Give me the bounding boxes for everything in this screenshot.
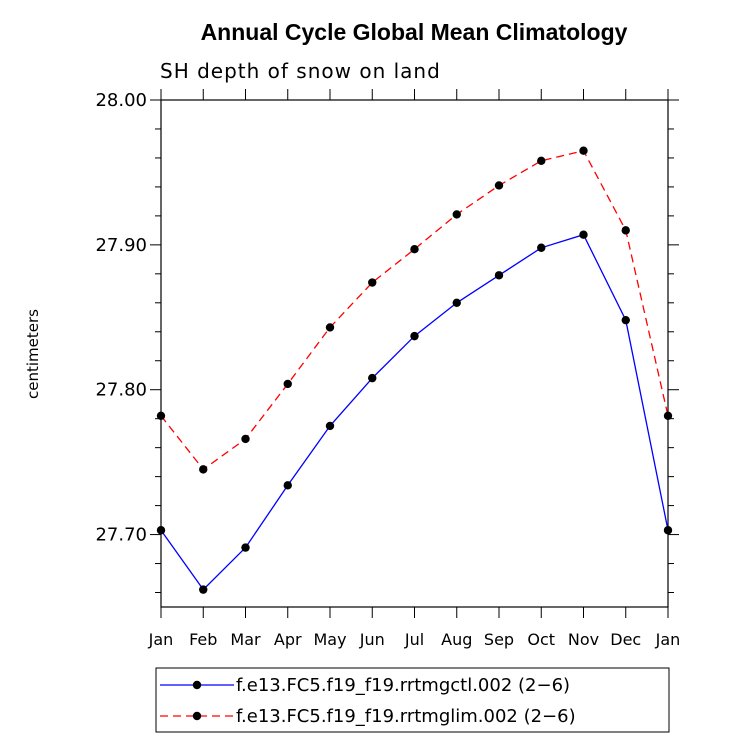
- data-point: [368, 373, 377, 383]
- data-point: [537, 243, 546, 252]
- data-point: [410, 331, 419, 341]
- series-group: [156, 146, 673, 474]
- data-point: [325, 323, 335, 332]
- legend-marker: [192, 680, 202, 690]
- data-point: [241, 543, 250, 552]
- y-tick-label: 27.70: [95, 525, 147, 546]
- data-point: [325, 421, 335, 431]
- legend: f.e13.FC5.f19_f19.rrtmgctl.002 (2−6) f.e1…: [155, 667, 670, 733]
- x-tick-label: Sep: [484, 630, 514, 649]
- legend-marker: [192, 711, 202, 721]
- x-tick-label: Feb: [189, 630, 217, 649]
- data-point: [452, 210, 461, 219]
- data-point: [156, 526, 166, 535]
- x-tick-label: Nov: [568, 630, 599, 649]
- x-tick-label: Apr: [274, 630, 302, 649]
- data-point: [452, 298, 461, 307]
- chart-title: Annual Cycle Global Mean Climatology: [201, 19, 628, 45]
- data-point: [156, 411, 166, 420]
- data-point: [368, 278, 377, 287]
- series-line: [160, 233, 669, 591]
- series-group: [156, 230, 673, 594]
- data-point: [621, 315, 630, 325]
- x-tick-label: May: [313, 630, 346, 649]
- data-point: [663, 411, 673, 420]
- y-tick-label: 27.80: [95, 380, 147, 401]
- chart-subtitle: SH depth of snow on land: [160, 59, 441, 83]
- data-point: [494, 271, 504, 280]
- x-tick-label: Oct: [527, 630, 555, 649]
- x-tick-label: Mar: [230, 630, 261, 649]
- x-tick-label: Dec: [610, 630, 641, 649]
- x-tick-label: Jul: [404, 630, 424, 649]
- data-point: [410, 245, 419, 254]
- legend-label: f.e13.FC5.f19_f19.rrtmgctl.002 (2−6): [236, 675, 570, 696]
- axis-ticks: [150, 89, 679, 618]
- y-tick-labels: 27.70 27.80 27.90 28.00: [95, 90, 147, 546]
- data-point: [537, 156, 546, 166]
- x-tick-label: Aug: [441, 630, 472, 649]
- legend-box: [155, 667, 670, 733]
- data-point: [663, 526, 673, 535]
- y-tick-label: 27.90: [95, 235, 147, 256]
- data-point: [579, 146, 588, 155]
- data-point: [283, 481, 292, 490]
- x-tick-label: Jan: [655, 630, 681, 649]
- y-axis-label: centimeters: [24, 309, 42, 399]
- data-point: [241, 434, 250, 444]
- y-tick-label: 28.00: [95, 90, 147, 111]
- x-tick-label: Jan: [148, 630, 174, 649]
- data-point: [283, 379, 292, 389]
- data-point: [579, 230, 588, 239]
- plot-frame: [160, 99, 669, 608]
- data-point: [199, 465, 208, 474]
- data-point: [199, 585, 208, 594]
- series-line: [160, 149, 669, 471]
- x-tick-label: Jun: [359, 630, 385, 649]
- data-point: [621, 226, 630, 235]
- series-layer: [156, 146, 673, 594]
- data-point: [494, 181, 504, 190]
- legend-label: f.e13.FC5.f19_f19.rrtmglim.002 (2−6): [236, 706, 576, 727]
- x-tick-labels: Jan Feb Mar Apr May Jun Jul Aug Sep Oct Nov Dec Jan: [148, 630, 681, 649]
